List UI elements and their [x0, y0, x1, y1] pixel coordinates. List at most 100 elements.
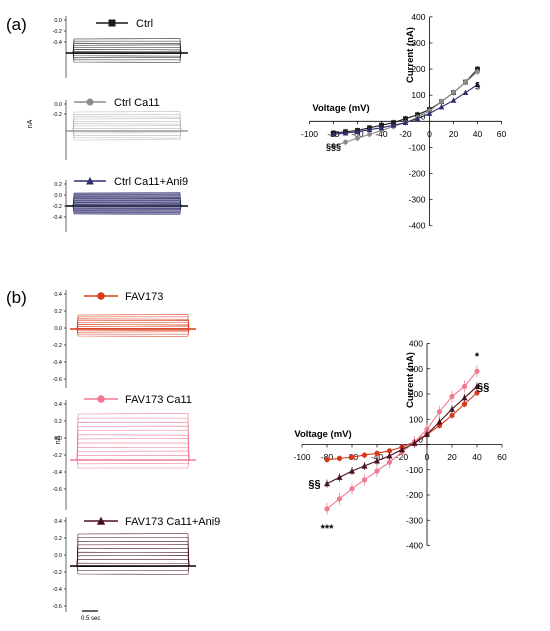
current-trace	[74, 533, 194, 567]
data-point	[386, 448, 393, 454]
trace-tick-label: 0.2	[54, 309, 62, 315]
traces-ctrl-ca11: 0.0 -0.2	[53, 100, 188, 160]
current-trace	[70, 118, 186, 132]
trace-tick-label: -0.4	[53, 587, 62, 593]
data-point	[366, 126, 373, 133]
y-tick-label: -100	[408, 142, 425, 152]
significance-annotation: *	[475, 351, 480, 363]
legend-label: Ctrl Ca11	[114, 97, 160, 109]
legend-marker	[97, 292, 105, 300]
traces-ctrl: 0.0 -0.2 -0.4	[53, 16, 188, 78]
data-point	[463, 79, 468, 85]
traces-fav: 0.4 0.2 0.0 -0.2 -0.4 -0.6	[53, 290, 196, 388]
legend-marker	[97, 395, 105, 403]
data-point	[336, 474, 343, 480]
trace-tick-label: -0.2	[53, 453, 62, 459]
x-axis-label-a: Voltage (mV)	[312, 103, 369, 114]
trace-tick-label: 0.4	[54, 402, 62, 408]
data-point	[474, 383, 480, 390]
data-point	[438, 103, 445, 110]
data-point	[436, 418, 443, 425]
trace-tick-label: -0.2	[53, 112, 62, 118]
current-trace	[74, 446, 194, 461]
legend-entry-a: Ctrl Ca11+Ani9	[74, 176, 188, 188]
data-point	[461, 383, 468, 390]
current-trace	[70, 38, 186, 54]
current-trace	[70, 123, 186, 132]
traces-fav-ca11: 0.4 0.2 0.0 -0.2 -0.4 -0.6	[53, 400, 196, 510]
trace-legends: Ctrl Ctrl Ca11 Ctrl Ca11+Ani9 FAV173 FAV173 …	[74, 18, 220, 528]
trace-tick-label: 0.4	[54, 292, 62, 298]
y-tick-label: 100	[411, 90, 425, 100]
trace-fill	[74, 193, 180, 214]
x-tick-label: 40	[472, 452, 482, 462]
scale-bar-label: 0.5 sec	[81, 616, 100, 622]
legend-label: FAV173 Ca11+Ani9	[125, 516, 220, 528]
current-trace	[74, 328, 194, 335]
data-point	[402, 119, 409, 126]
y-tick-label: 300	[409, 364, 423, 374]
trace-tick-label: -0.4	[53, 215, 62, 221]
data-point	[424, 431, 430, 437]
data-point	[374, 450, 380, 456]
iv-chart-b: Voltage (mV) Current (nA) -100-80-60-40-…	[293, 339, 507, 551]
trace-unit-b: nA	[55, 435, 62, 444]
trace-tick-label: -0.4	[53, 470, 62, 476]
data-point	[450, 97, 457, 103]
trace-tick-label: -0.2	[53, 343, 62, 349]
y-tick-label: -100	[406, 465, 423, 475]
legend-label: Ctrl	[136, 18, 153, 30]
y-tick-label: 400	[409, 339, 423, 349]
y-tick-label: 200	[409, 389, 423, 399]
x-tick-label: 60	[497, 452, 507, 462]
trace-tick-label: -0.6	[53, 377, 62, 383]
trace-unit-a: nA	[27, 119, 34, 128]
y-tick-label: -300	[406, 515, 423, 525]
legend-marker	[108, 19, 116, 27]
data-point	[324, 506, 330, 512]
y-tick-label: 300	[411, 38, 425, 48]
current-trace	[74, 555, 194, 567]
legend-label: Ctrl Ca11+Ani9	[114, 176, 188, 188]
data-point	[342, 130, 349, 136]
legend-label: FAV173 Ca11	[125, 394, 192, 406]
data-point	[449, 405, 455, 412]
traces-fav-ani9: 0.4 0.2 0.0 -0.2 -0.4 -0.6	[53, 517, 196, 612]
current-trace	[70, 44, 186, 54]
significance-annotation: §§	[308, 479, 320, 491]
data-point	[361, 477, 368, 483]
x-tick-label: 0	[427, 129, 432, 139]
y-axis-label-a: Current (nA)	[405, 27, 416, 83]
data-point	[386, 452, 393, 459]
data-point	[331, 143, 336, 149]
data-point	[474, 81, 481, 88]
trace-tick-label: 0.0	[54, 102, 62, 108]
current-trace	[74, 438, 194, 461]
y-tick-label: -200	[406, 490, 423, 500]
significance-annotation: §§	[477, 381, 489, 393]
data-point	[378, 124, 385, 131]
traces-ctrl-ani9: 0.2 0.0 -0.2 -0.4	[53, 180, 188, 232]
data-point	[411, 440, 418, 446]
trace-tick-label: -0.4	[53, 360, 62, 366]
legend-marker	[96, 516, 106, 525]
significance-annotation: §§§	[326, 142, 341, 152]
y-tick-label: -300	[408, 195, 425, 205]
y-tick-label: -400	[408, 221, 425, 231]
data-point	[436, 409, 443, 415]
data-point	[462, 89, 469, 95]
y-tick-label: -200	[408, 169, 425, 179]
y-tick-label: -400	[406, 541, 423, 551]
data-point	[336, 455, 343, 461]
legend-entry-b: FAV173 Ca11+Ani9	[84, 516, 220, 528]
data-point	[474, 390, 480, 396]
current-trace	[74, 413, 194, 461]
data-point	[349, 467, 355, 474]
current-trace	[70, 130, 186, 139]
legend-label: FAV173	[125, 291, 163, 303]
significance-annotation: ***	[321, 523, 335, 535]
current-trace	[70, 47, 186, 54]
data-point	[475, 69, 480, 75]
trace-tick-label: 0.0	[54, 18, 62, 24]
